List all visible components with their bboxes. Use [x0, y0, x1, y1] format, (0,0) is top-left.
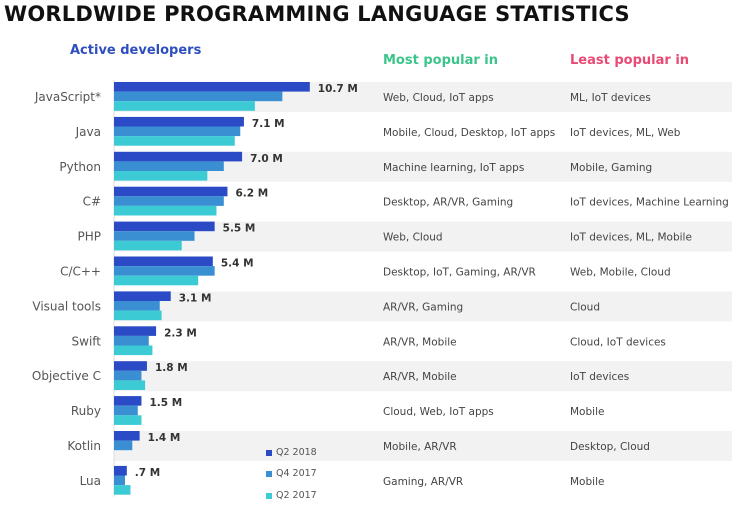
most-popular-cell: Web, Cloud — [383, 232, 443, 244]
most-popular-cell: AR/VR, Gaming — [383, 301, 463, 313]
bar-q2-2018 — [114, 186, 228, 197]
bar-q2-2017 — [114, 380, 146, 390]
bar-q2-2018 — [114, 396, 142, 406]
least-popular-cell: Mobile, Gaming — [570, 162, 652, 174]
data-label: 1.5 M — [149, 397, 182, 409]
bar-q4-2017 — [114, 266, 215, 276]
category-label: PHP — [78, 230, 102, 244]
least-popular-cell: Cloud, IoT devices — [570, 336, 666, 348]
bar-q4-2017 — [114, 405, 138, 416]
category-label: Visual tools — [32, 299, 101, 313]
legend-swatch — [266, 449, 272, 456]
category-label: Swift — [72, 334, 102, 348]
bar-q2-2017 — [114, 310, 162, 321]
data-label: 5.5 M — [223, 223, 256, 235]
least-popular-cell: Mobile — [570, 406, 604, 418]
row-stripe — [114, 291, 732, 322]
bar-q4-2017 — [114, 301, 160, 311]
most-popular-cell: Cloud, Web, IoT apps — [383, 406, 494, 418]
bar-q2-2018 — [114, 465, 127, 476]
most-popular-cell: Machine learning, IoT apps — [383, 162, 524, 174]
data-label: 7.0 M — [250, 153, 283, 165]
bar-q2-2017 — [114, 240, 182, 251]
category-label: Lua — [80, 474, 101, 488]
category-label: Objective C — [32, 369, 101, 383]
bar-q4-2017 — [114, 475, 125, 486]
bar-q2-2017 — [114, 101, 255, 111]
least-popular-cell: Mobile — [570, 476, 604, 488]
least-popular-cell: IoT devices — [570, 371, 629, 383]
least-popular-cell: Desktop, Cloud — [570, 441, 650, 453]
most-popular-cell: Desktop, IoT, Gaming, AR/VR — [383, 267, 536, 279]
bar-q2-2018 — [114, 326, 157, 336]
data-label: 5.4 M — [221, 258, 254, 270]
most-popular-cell: Mobile, Cloud, Desktop, IoT apps — [383, 127, 555, 139]
active-developers-header: Active developers — [70, 43, 202, 58]
bar-q2-2017 — [114, 136, 235, 146]
category-label: Ruby — [71, 404, 101, 418]
category-label: C/C++ — [60, 265, 101, 279]
category-label: JavaScript* — [34, 90, 101, 104]
bar-q2-2017 — [114, 485, 131, 495]
bar-q2-2017 — [114, 205, 217, 216]
bar-q4-2017 — [114, 161, 224, 171]
least-popular-cell: IoT devices, Machine Learning — [570, 197, 729, 209]
bar-q4-2017 — [114, 91, 283, 102]
bar-q2-2018 — [114, 116, 244, 127]
bar-q2-2017 — [114, 171, 208, 181]
bar-q2-2017 — [114, 345, 153, 356]
bar-q2-2018 — [114, 361, 147, 371]
chart-title: WORLDWIDE PROGRAMMING LANGUAGE STATISTIC… — [4, 2, 630, 26]
bar-q2-2018 — [114, 221, 215, 232]
category-label: Python — [59, 160, 101, 174]
data-label: 7.1 M — [252, 118, 285, 130]
bar-q2-2018 — [114, 82, 310, 92]
legend-swatch — [266, 470, 272, 477]
bar-q4-2017 — [114, 370, 142, 381]
most-popular-cell: Gaming, AR/VR — [383, 476, 463, 488]
data-label: 2.3 M — [164, 327, 197, 339]
data-label: 6.2 M — [235, 188, 268, 200]
bar-q4-2017 — [114, 231, 195, 241]
least-popular-header: Least popular in — [570, 53, 690, 68]
most-popular-cell: Web, Cloud, IoT apps — [383, 92, 494, 104]
least-popular-cell: Cloud — [570, 301, 600, 313]
data-label: 10.7 M — [318, 83, 358, 95]
bar-q2-2017 — [114, 415, 142, 425]
least-popular-cell: ML, IoT devices — [570, 92, 651, 104]
legend-item-q2-2018: Q2 2018 — [266, 447, 317, 458]
legend-item-q2-2017: Q2 2017 — [266, 490, 317, 501]
bar-q4-2017 — [114, 196, 224, 206]
bar-q2-2018 — [114, 151, 243, 162]
most-popular-header: Most popular in — [383, 53, 499, 68]
least-popular-cell: IoT devices, ML, Web — [570, 127, 681, 139]
row-stripe — [114, 431, 732, 461]
data-label: 1.8 M — [155, 362, 188, 374]
data-label: 3.1 M — [179, 292, 212, 304]
bar-q2-2018 — [114, 431, 140, 441]
data-label: .7 M — [135, 467, 160, 479]
bar-q4-2017 — [114, 126, 241, 137]
category-label: Kotlin — [67, 439, 101, 453]
bar-q2-2018 — [114, 291, 171, 301]
legend-item-q4-2017: Q4 2017 — [266, 468, 317, 479]
category-label: Java — [75, 125, 101, 139]
row-stripe — [114, 361, 732, 392]
most-popular-cell: Mobile, AR/VR — [383, 441, 457, 453]
legend-swatch — [266, 492, 272, 499]
bar-q2-2017 — [114, 275, 199, 286]
data-label: 1.4 M — [148, 432, 181, 444]
most-popular-cell: Desktop, AR/VR, Gaming — [383, 197, 513, 209]
least-popular-cell: Web, Mobile, Cloud — [570, 267, 671, 279]
most-popular-cell: AR/VR, Mobile — [383, 371, 457, 383]
category-label: C# — [83, 195, 101, 209]
row-stripe — [114, 221, 732, 252]
most-popular-cell: AR/VR, Mobile — [383, 336, 457, 348]
bar-q4-2017 — [114, 440, 133, 451]
least-popular-cell: IoT devices, ML, Mobile — [570, 232, 692, 244]
bar-q2-2018 — [114, 256, 213, 267]
bar-q4-2017 — [114, 335, 149, 346]
